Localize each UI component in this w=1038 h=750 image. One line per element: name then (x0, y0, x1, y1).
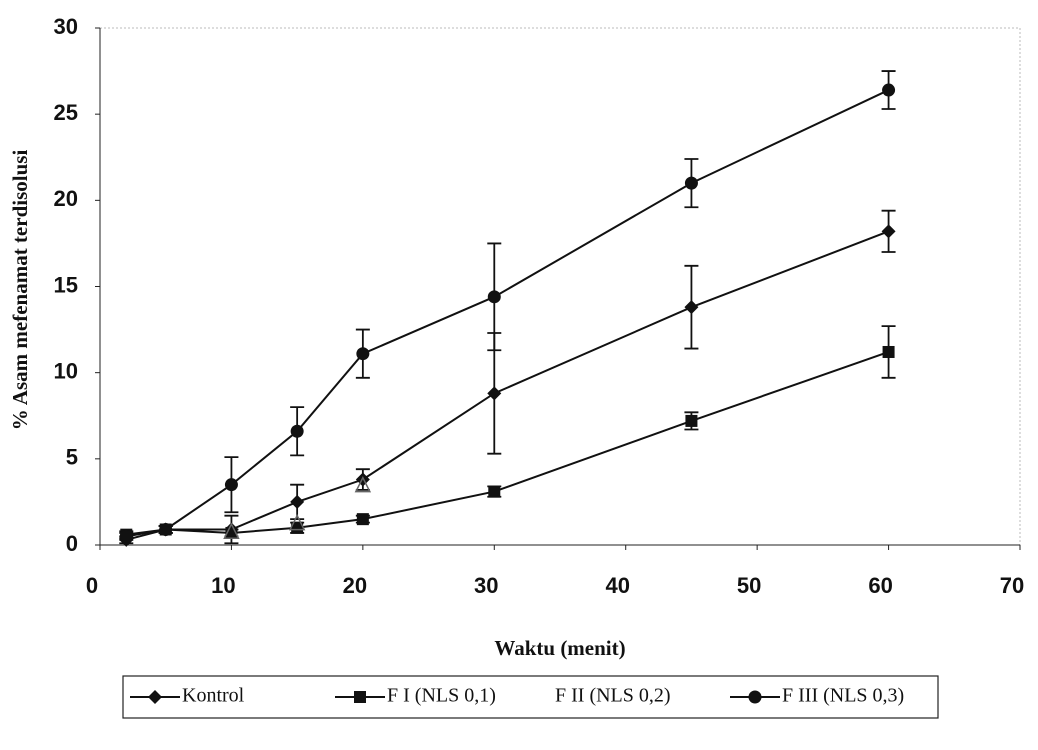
legend-marker (148, 690, 162, 704)
legend-label: F III (NLS 0,3) (782, 685, 904, 707)
data-point (357, 513, 369, 525)
data-point (684, 300, 698, 314)
x-tick-label: 10 (211, 573, 235, 598)
legend-label: F I (NLS 0,1) (387, 685, 496, 707)
page: {"chart_data": {"type": "line", "x_label… (0, 0, 1038, 750)
chart: Waktu (menit) % Asam mefenamat terdisolu… (0, 0, 1038, 750)
y-tick-label: 0 (66, 531, 78, 556)
data-point (356, 347, 369, 360)
data-point (488, 486, 500, 498)
data-point (685, 177, 698, 190)
data-point (291, 425, 304, 438)
data-point (290, 495, 304, 509)
data-point (120, 530, 133, 543)
y-tick-label: 10 (54, 358, 78, 383)
data-point (225, 478, 238, 491)
series-line (126, 231, 888, 539)
data-point (487, 386, 501, 400)
data-point (356, 473, 370, 487)
y-tick-label: 30 (54, 14, 78, 39)
legend-label: F II (NLS 0,2) (555, 685, 671, 707)
x-tick-label: 30 (474, 573, 498, 598)
y-axis-label: % Asam mefenamat terdisolusi (8, 150, 32, 431)
x-axis-label: Waktu (menit) (494, 636, 625, 660)
data-point (882, 84, 895, 97)
data-point (882, 224, 896, 238)
x-tick-label: 0 (86, 573, 98, 598)
x-tick-label: 60 (868, 573, 892, 598)
legend-marker (354, 691, 366, 703)
data-point (883, 346, 895, 358)
legend-label: Kontrol (182, 685, 245, 707)
data-point (488, 290, 501, 303)
data-point (159, 523, 172, 536)
x-tick-label: 50 (737, 573, 761, 598)
y-tick-label: 20 (54, 186, 78, 211)
y-tick-label: 5 (66, 445, 78, 470)
y-tick-label: 15 (54, 272, 78, 297)
x-tick-label: 70 (1000, 573, 1024, 598)
series-line (126, 90, 888, 536)
x-tick-label: 40 (605, 573, 629, 598)
x-tick-label: 20 (343, 573, 367, 598)
legend-marker (749, 691, 762, 704)
y-tick-label: 25 (54, 100, 78, 125)
data-point (685, 415, 697, 427)
series-line (126, 352, 888, 535)
